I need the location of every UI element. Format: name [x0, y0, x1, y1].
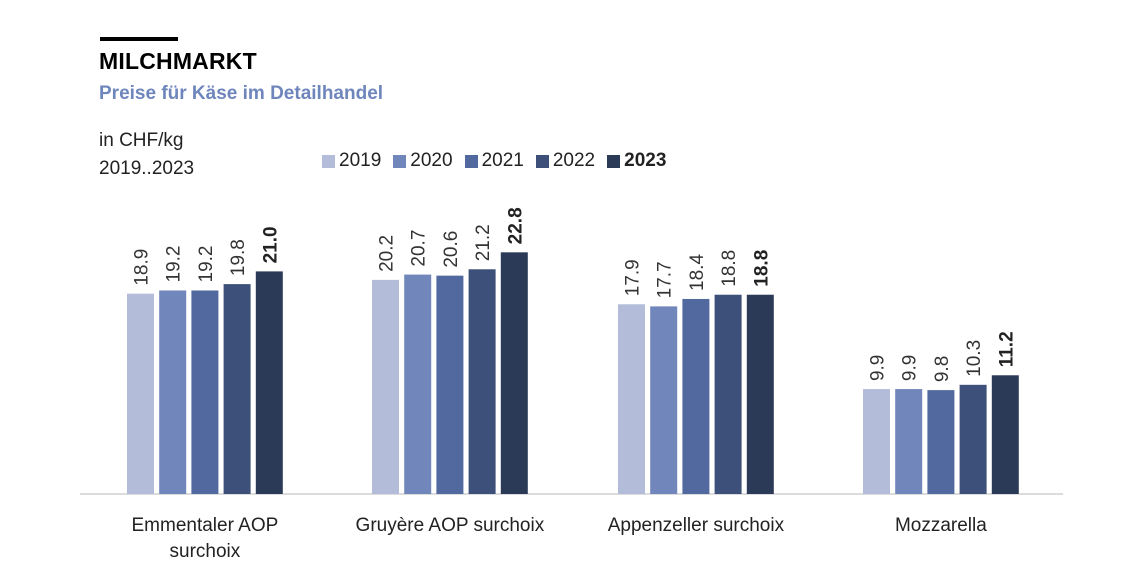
category-label-line: surchoix	[169, 541, 241, 562]
legend-label-2021: 2021	[481, 150, 524, 171]
bar-2022-0	[223, 284, 251, 494]
chart-title: MILCHMARKT	[99, 48, 257, 74]
data-label-2023-3: 11.2	[996, 331, 1017, 367]
bar-2019-1	[372, 279, 399, 494]
bar-2022-1	[468, 269, 496, 494]
legend-label-2022: 2022	[552, 150, 596, 171]
data-label-2023-2: 18.8	[751, 250, 772, 287]
legend-label-2023: 2023	[624, 150, 667, 171]
bar-2020-1	[404, 274, 432, 494]
title-accent-bar	[100, 37, 178, 41]
data-label-2020-0: 19.2	[164, 245, 185, 282]
data-label-2019-1: 20.2	[377, 235, 398, 272]
bar-2022-2	[714, 294, 742, 494]
legend-swatch-2023	[607, 154, 621, 168]
legend: 2019 2020 2021 2022 2023	[322, 150, 666, 172]
bar-2020-2	[650, 306, 678, 494]
data-label-2021-1: 20.6	[441, 231, 462, 268]
unit-line-2: 2019..2023	[99, 158, 195, 179]
data-label-2022-0: 19.8	[228, 239, 249, 276]
bar-2023-1	[500, 252, 528, 494]
data-label-2022-2: 18.8	[719, 250, 740, 287]
legend-item-2023: 2023	[607, 150, 666, 172]
bar-2021-1	[436, 275, 464, 494]
data-label-2019-3: 9.9	[868, 355, 889, 381]
category-label-2: Appenzeller surchoix	[566, 513, 826, 539]
legend-label-2019: 2019	[339, 150, 382, 171]
category-label-line: Gruyère AOP surchoix	[355, 515, 545, 536]
bar-2022-3	[959, 384, 987, 494]
legend-swatch-2021	[464, 154, 478, 168]
category-label-1: Gruyère AOP surchoix	[320, 513, 580, 539]
data-label-2023-0: 21.0	[260, 226, 281, 263]
data-label-2022-3: 10.3	[964, 340, 985, 377]
bar-2020-3	[895, 389, 923, 494]
bar-2023-3	[991, 375, 1019, 494]
unit-label: in CHF/kg 2019..2023	[99, 127, 194, 183]
data-label-2019-2: 17.9	[623, 259, 644, 296]
legend-item-2019: 2019	[322, 150, 381, 172]
legend-swatch-2019	[322, 154, 335, 168]
category-label-line: Mozzarella	[894, 515, 987, 536]
unit-line-1: in CHF/kg	[99, 130, 184, 151]
bar-2021-3	[927, 390, 955, 494]
data-label-2021-3: 9.8	[932, 356, 953, 382]
legend-swatch-2022	[535, 154, 549, 168]
data-label-2020-3: 9.9	[900, 355, 921, 381]
data-label-2022-1: 21.2	[473, 224, 494, 261]
category-label-line: Appenzeller surchoix	[607, 515, 785, 536]
bar-2019-0	[127, 293, 154, 494]
data-label-2023-1: 22.8	[505, 207, 526, 244]
bar-2019-2	[618, 304, 645, 494]
bar-2023-0	[255, 271, 283, 494]
legend-label-2020: 2020	[410, 150, 453, 171]
bar-2023-2	[746, 294, 774, 494]
category-label-3: Mozzarella	[811, 513, 1071, 539]
chart-subtitle: Preise für Käse im Detailhandel	[99, 83, 384, 104]
data-label-2020-2: 17.7	[655, 261, 676, 298]
legend-item-2022: 2022	[535, 150, 596, 172]
bar-2019-3	[863, 389, 890, 494]
legend-item-2020: 2020	[393, 150, 453, 172]
data-label-2020-1: 20.7	[409, 230, 430, 267]
category-label-line: Emmentaler AOP	[131, 515, 279, 536]
data-label-2021-2: 18.4	[687, 254, 708, 291]
legend-swatch-2020	[393, 154, 407, 168]
bar-2020-0	[159, 290, 187, 494]
bar-2021-0	[191, 290, 219, 494]
data-label-2021-0: 19.2	[196, 245, 217, 282]
bar-2021-2	[682, 298, 710, 494]
data-label-2019-0: 18.9	[132, 249, 153, 286]
category-label-0: Emmentaler AOP surchoix	[75, 513, 335, 565]
legend-item-2021: 2021	[464, 150, 524, 172]
